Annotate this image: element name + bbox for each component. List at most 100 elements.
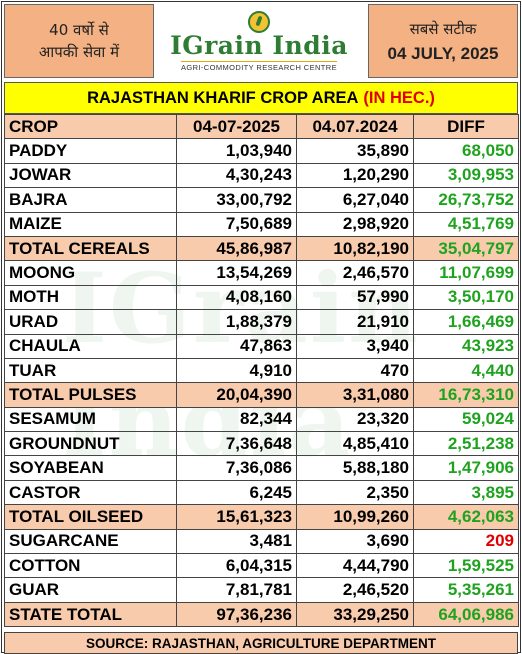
crop-name-cell: URAD: [4, 309, 177, 335]
area-2025-cell: 33,00,792: [176, 187, 297, 213]
diff-cell: 64,06,986: [413, 601, 519, 628]
crop-name-cell: COTTON: [4, 553, 177, 579]
crop-name-cell: SESAMUM: [4, 406, 177, 433]
area-2025-cell: 4,30,243: [176, 162, 297, 189]
grain-logo-icon: [248, 10, 270, 33]
title-unit: (IN HEC.): [363, 88, 435, 107]
area-2025-cell: 45,86,987: [176, 235, 297, 262]
crop-name-cell: SUGARCANE: [4, 528, 177, 555]
area-2024-cell: 3,940: [296, 333, 414, 359]
source-note: SOURCE: RAJASTHAN, AGRICULTURE DEPARTMEN…: [4, 632, 518, 654]
area-2025-cell: 82,344: [176, 406, 297, 433]
table-row: SESAMUM 82,344 23,320 59,024: [4, 406, 519, 433]
diff-cell: 3,50,170: [413, 284, 519, 311]
logo: IGrain India AGRI-COMMODITY RESEARCH CEN…: [160, 4, 358, 78]
area-2024-cell: 5,88,180: [296, 455, 414, 481]
area-2025-cell: 1,88,379: [176, 309, 297, 335]
diff-cell: 35,04,797: [413, 235, 519, 262]
table-row: MOTH 4,08,160 57,990 3,50,170: [4, 284, 519, 311]
tagline-box: 40 वर्षो से आपकी सेवा में: [4, 4, 154, 78]
area-2024-cell: 10,99,260: [296, 504, 414, 530]
crop-name-cell: GROUNDNUT: [4, 431, 177, 457]
area-2025-cell: 7,50,689: [176, 211, 297, 237]
tagline-line2: आपकी सेवा में: [38, 43, 120, 61]
crop-name-cell: JOWAR: [4, 162, 177, 189]
diff-cell: 68,050: [413, 138, 519, 164]
area-2024-cell: 10,82,190: [296, 235, 414, 262]
total-row: STATE TOTAL 97,36,236 33,29,250 64,06,986: [4, 601, 519, 628]
area-2025-cell: 7,36,648: [176, 431, 297, 457]
table-row: GROUNDNUT 7,36,648 4,85,410 2,51,238: [4, 431, 519, 457]
area-2024-cell: 3,690: [296, 528, 414, 555]
area-2024-cell: 23,320: [296, 406, 414, 433]
diff-cell: 4,51,769: [413, 211, 519, 237]
col-header-crop: CROP: [4, 113, 177, 140]
area-2025-cell: 1,03,940: [176, 138, 297, 164]
area-2025-cell: 3,481: [176, 528, 297, 555]
area-2024-cell: 35,890: [296, 138, 414, 164]
diff-cell: 43,923: [413, 333, 519, 359]
area-2024-cell: 4,85,410: [296, 431, 414, 457]
area-2025-cell: 15,61,323: [176, 504, 297, 530]
table-row: BAJRA 33,00,792 6,27,040 26,73,752: [4, 187, 519, 213]
col-header-2025: 04-07-2025: [176, 113, 297, 140]
diff-cell: 1,59,525: [413, 553, 519, 579]
area-2024-cell: 6,27,040: [296, 187, 414, 213]
table-row: SOYABEAN 7,36,086 5,88,180 1,47,906: [4, 455, 519, 481]
table-row: URAD 1,88,379 21,910 1,66,469: [4, 309, 519, 335]
table-row: PADDY 1,03,940 35,890 68,050: [4, 138, 519, 164]
diff-cell: 4,440: [413, 357, 519, 384]
table-row: MOONG 13,54,269 2,46,570 11,07,699: [4, 260, 519, 286]
diff-cell: 1,66,469: [413, 309, 519, 335]
crop-name-cell: BAJRA: [4, 187, 177, 213]
crop-name-cell: CHAULA: [4, 333, 177, 359]
crop-name-cell: MOTH: [4, 284, 177, 311]
area-2024-cell: 4,44,790: [296, 553, 414, 579]
area-2025-cell: 4,910: [176, 357, 297, 384]
table-row: MAIZE 7,50,689 2,98,920 4,51,769: [4, 211, 519, 237]
diff-cell: 5,35,261: [413, 577, 519, 603]
area-2024-cell: 57,990: [296, 284, 414, 311]
date-box: सबसे सटीक 04 JULY, 2025: [368, 4, 518, 78]
col-header-2024: 04.07.2024: [296, 113, 414, 140]
diff-cell: 1,47,906: [413, 455, 519, 481]
total-row: TOTAL PULSES 20,04,390 3,31,080 16,73,310: [4, 382, 519, 408]
table-header-row: CROP 04-07-2025 04.07.2024 DIFF: [4, 113, 519, 140]
crop-name-cell: STATE TOTAL: [4, 601, 177, 628]
logo-subtitle: AGRI-COMMODITY RESEARCH CENTRE: [180, 60, 338, 72]
area-2024-cell: 33,29,250: [296, 601, 414, 628]
area-2025-cell: 7,36,086: [176, 455, 297, 481]
area-2024-cell: 2,46,520: [296, 577, 414, 603]
area-2025-cell: 47,863: [176, 333, 297, 359]
area-2024-cell: 1,20,290: [296, 162, 414, 189]
table-row: CHAULA 47,863 3,940 43,923: [4, 333, 519, 359]
crop-name-cell: TOTAL CEREALS: [4, 235, 177, 262]
area-2025-cell: 13,54,269: [176, 260, 297, 286]
diff-cell: 3,895: [413, 479, 519, 506]
table-row: CASTOR 6,245 2,350 3,895: [4, 479, 519, 506]
diff-cell: 4,62,063: [413, 504, 519, 530]
col-header-diff: DIFF: [413, 113, 519, 140]
crop-name-cell: TUAR: [4, 357, 177, 384]
crop-area-table: CROP 04-07-2025 04.07.2024 DIFF PADDY 1,0…: [4, 113, 519, 628]
total-row: TOTAL OILSEED 15,61,323 10,99,260 4,62,063: [4, 504, 519, 530]
area-2024-cell: 470: [296, 357, 414, 384]
area-2025-cell: 6,245: [176, 479, 297, 506]
table-row: SUGARCANE 3,481 3,690 209: [4, 528, 519, 555]
header: 40 वर्षो से आपकी सेवा में IGrain India A…: [2, 2, 520, 82]
diff-cell: 59,024: [413, 406, 519, 433]
area-2024-cell: 3,31,080: [296, 382, 414, 408]
area-2024-cell: 2,46,570: [296, 260, 414, 286]
diff-cell: 16,73,310: [413, 382, 519, 408]
logo-text: IGrain India: [170, 30, 348, 60]
crop-name-cell: MAIZE: [4, 211, 177, 237]
area-2025-cell: 97,36,236: [176, 601, 297, 628]
crop-name-cell: SOYABEAN: [4, 455, 177, 481]
area-2024-cell: 2,350: [296, 479, 414, 506]
report-date: 04 JULY, 2025: [387, 44, 499, 63]
area-2024-cell: 2,98,920: [296, 211, 414, 237]
title-main: RAJASTHAN KHARIF CROP AREA: [87, 88, 359, 107]
table-row: GUAR 7,81,781 2,46,520 5,35,261: [4, 577, 519, 603]
diff-cell: 209: [413, 528, 519, 555]
